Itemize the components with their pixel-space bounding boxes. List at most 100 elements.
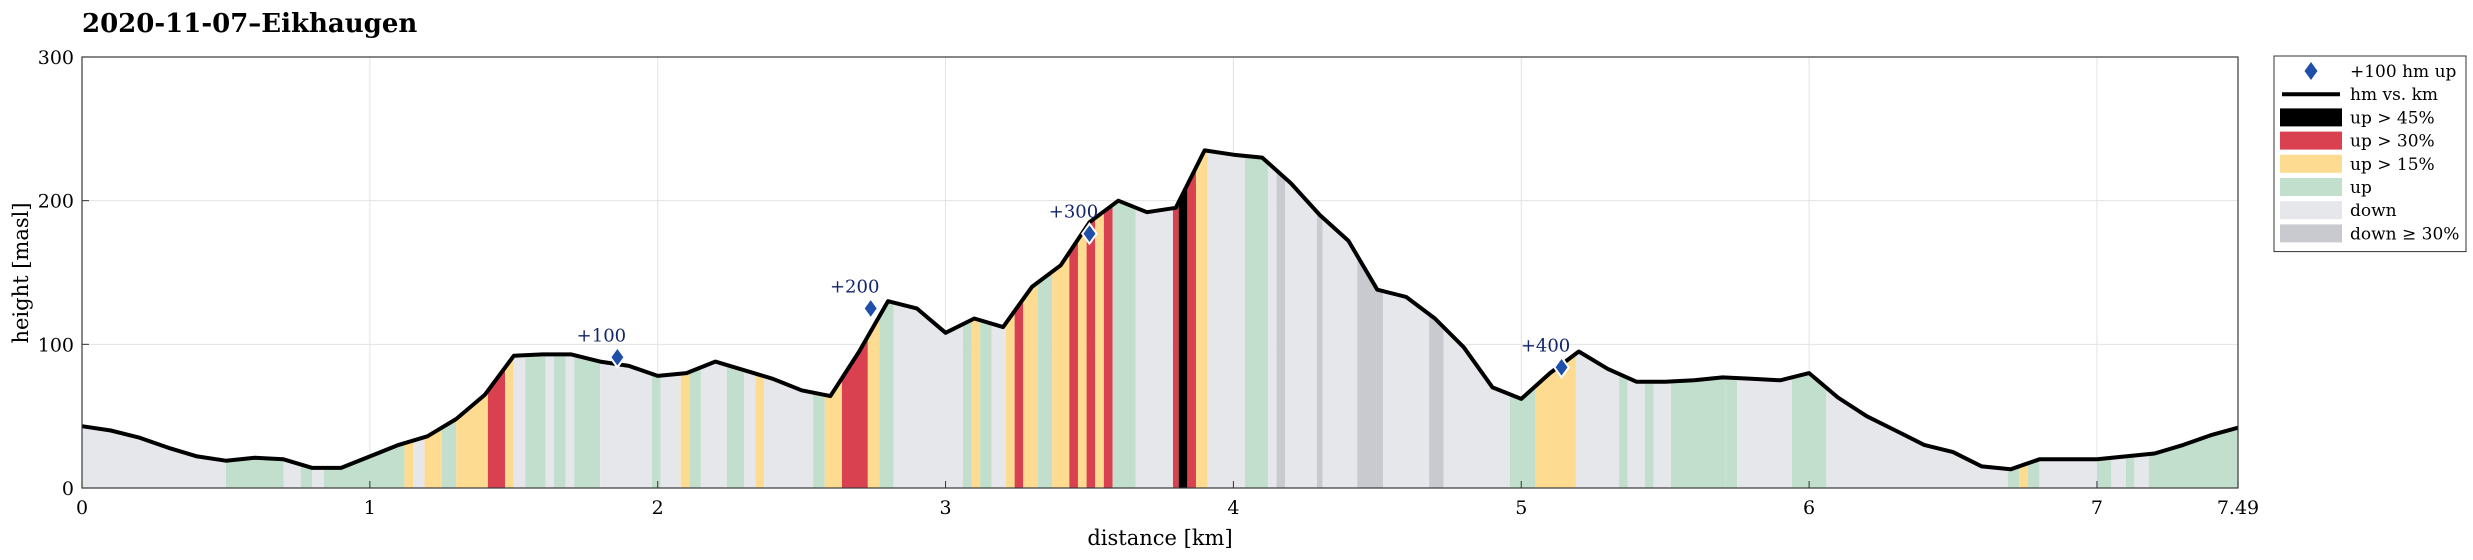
segment-up xyxy=(2125,455,2135,488)
segment-up xyxy=(2007,466,2020,488)
segment-up-15- xyxy=(1006,311,1015,488)
segment-up xyxy=(689,367,701,488)
x-tick-label: 3 xyxy=(940,497,952,519)
segment-up-15- xyxy=(680,371,690,488)
segment-up-15- xyxy=(1195,150,1208,488)
segment-up xyxy=(1037,271,1053,488)
segment-up-15- xyxy=(824,378,842,488)
segment-up-30- xyxy=(1172,202,1179,488)
segment-down xyxy=(991,323,1006,488)
segment-down xyxy=(1135,207,1173,488)
segment-up xyxy=(2027,459,2040,488)
plot-area: 0 1 2 3 4 5 6 7 7.49 0 100 200 300 +100 +200 +300 +400 xyxy=(38,47,2259,519)
marker-diamond xyxy=(862,296,880,321)
segment-up xyxy=(1725,377,1738,488)
legend-label: down ≥ 30% xyxy=(2350,224,2459,244)
segment-down-30- xyxy=(1276,170,1286,488)
segment-up-15- xyxy=(456,390,488,488)
segment-down xyxy=(545,354,555,488)
segment-up-15- xyxy=(404,440,414,488)
segment-up-15- xyxy=(2019,463,2028,488)
y-tick-label: 0 xyxy=(62,478,74,500)
segment-down xyxy=(1443,327,1510,488)
chart-title: 2020-11-07–Eikhaugen xyxy=(82,9,417,39)
segment-down xyxy=(1826,387,2008,488)
segment-down xyxy=(312,467,324,488)
segment-up xyxy=(525,354,546,488)
x-tick-label: 5 xyxy=(1515,497,1527,519)
axes-box xyxy=(81,56,2239,489)
marker-diamond xyxy=(1553,355,1570,380)
legend-label: down xyxy=(2350,201,2397,221)
segment-up-15- xyxy=(755,373,765,488)
y-tick-label: 200 xyxy=(38,191,74,213)
segment-down-30- xyxy=(1429,314,1444,488)
x-tick-label: 1 xyxy=(364,497,376,519)
segment-up xyxy=(225,457,284,488)
segment-up xyxy=(323,443,405,488)
segment-down xyxy=(413,437,425,488)
segment-up-30- xyxy=(841,336,868,488)
y-tick-label: 300 xyxy=(38,47,74,69)
segment-down xyxy=(82,426,226,488)
legend-label: hm vs. km xyxy=(2350,85,2438,105)
segment-down-30- xyxy=(1316,211,1323,488)
x-tick-label: 4 xyxy=(1227,497,1239,519)
legend-swatch-patch xyxy=(2280,108,2342,127)
segment-down xyxy=(1383,291,1430,488)
segment-up xyxy=(1619,373,1628,488)
segment-down xyxy=(1267,162,1277,489)
segment-down xyxy=(2111,456,2126,488)
segment-down xyxy=(893,302,963,488)
segment-down-30- xyxy=(1357,255,1384,488)
segment-down xyxy=(1653,381,1671,488)
segment-down xyxy=(700,361,727,488)
segment-down xyxy=(1207,150,1245,488)
segment-up-15- xyxy=(505,355,514,488)
segment-up-15- xyxy=(1095,211,1104,489)
legend-swatch-patch xyxy=(2280,201,2342,220)
segment-up-15- xyxy=(424,427,442,488)
legend-label: up xyxy=(2350,178,2372,198)
segment-up xyxy=(1791,373,1827,488)
segment-down xyxy=(2039,459,2097,488)
segment-up-15- xyxy=(1052,252,1070,488)
segment-up-30- xyxy=(1069,239,1078,488)
marker-label: +400 xyxy=(1521,335,1570,356)
x-tick-label: 2 xyxy=(652,497,664,519)
segment-down xyxy=(660,373,681,488)
segment-down xyxy=(2134,454,2149,488)
segment-down xyxy=(1285,178,1317,488)
marker-label: +200 xyxy=(830,276,879,297)
legend-swatch-patch xyxy=(2280,224,2342,243)
segment-up xyxy=(980,320,992,488)
segment-up-30- xyxy=(1086,217,1096,488)
segment-down xyxy=(1575,351,1620,488)
marker-label: +100 xyxy=(577,325,626,346)
legend-label: up > 15% xyxy=(2350,155,2435,175)
segment-up xyxy=(2148,427,2238,488)
legend-label: up > 45% xyxy=(2350,108,2435,128)
segment-down xyxy=(744,370,756,488)
segment-down xyxy=(1737,377,1792,488)
profile-line xyxy=(81,148,2239,472)
marker-diamond xyxy=(608,345,626,369)
legend-label: +100 hm up xyxy=(2350,62,2457,82)
legend-label: up > 30% xyxy=(2350,132,2435,152)
segment-up xyxy=(1509,385,1536,488)
segment-down xyxy=(764,376,814,488)
segment-up xyxy=(813,392,825,488)
segment-down xyxy=(600,361,652,488)
segment-up xyxy=(300,464,313,488)
segment-up xyxy=(1645,381,1654,488)
segment-up-30- xyxy=(487,367,506,488)
segment-up-30- xyxy=(1014,298,1024,488)
segment-up-30- xyxy=(1103,204,1113,488)
segment-up xyxy=(879,301,894,488)
marker-diamond xyxy=(1081,221,1098,246)
x-tick-label: 7 xyxy=(2091,497,2103,519)
segment-up-15- xyxy=(1023,282,1038,488)
segment-down xyxy=(1322,217,1358,489)
segment-up xyxy=(1244,155,1268,489)
